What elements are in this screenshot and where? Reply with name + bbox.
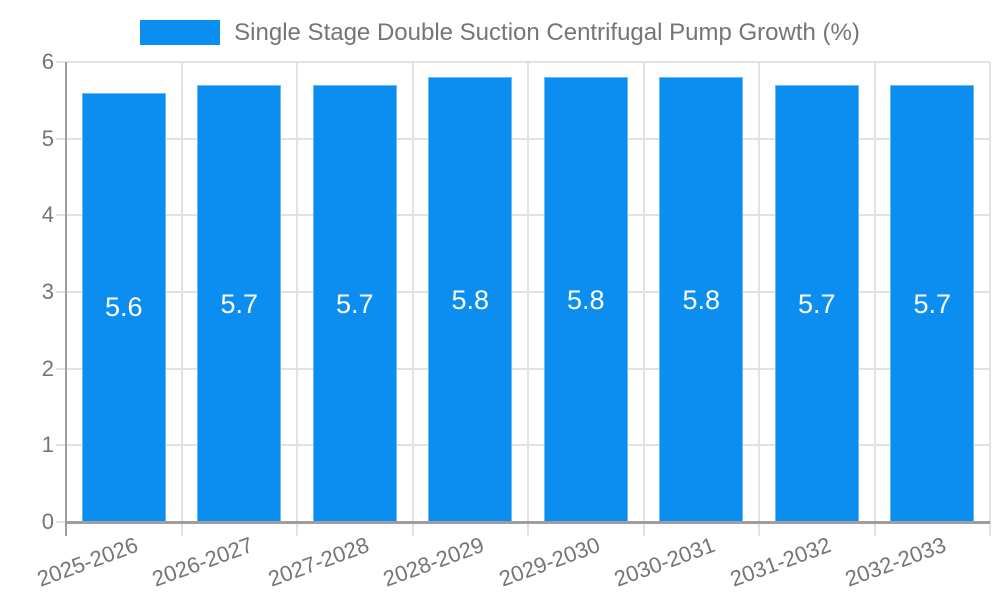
bar[interactable]: 5.7 [197, 85, 282, 522]
bar-value-label: 5.7 [913, 288, 952, 319]
x-axis-line [66, 521, 990, 524]
legend-label: Single Stage Double Suction Centrifugal … [234, 18, 860, 46]
bar[interactable]: 5.6 [81, 92, 166, 522]
y-tick-label: 1 [41, 432, 54, 458]
y-gridline [56, 214, 990, 217]
y-gridline [56, 61, 990, 63]
bar-value-label: 5.7 [220, 288, 259, 319]
x-tick-label: 2030-2031 [611, 532, 719, 592]
y-tick-label: 2 [41, 355, 54, 381]
legend[interactable]: Single Stage Double Suction Centrifugal … [0, 14, 1000, 50]
bar[interactable]: 5.8 [543, 77, 628, 522]
legend-swatch-icon [140, 19, 221, 45]
x-gridline [296, 62, 298, 536]
x-gridline [180, 62, 183, 536]
x-tick-label: 2027-2028 [264, 532, 372, 592]
bar[interactable]: 5.7 [890, 85, 975, 522]
bar[interactable]: 5.7 [774, 85, 859, 522]
bar-value-label: 5.6 [104, 292, 143, 323]
bar[interactable]: 5.7 [312, 85, 397, 522]
x-gridline [411, 62, 414, 536]
x-gridline [989, 62, 991, 536]
x-tick-label: 2029-2030 [495, 532, 603, 592]
bar-value-label: 5.7 [797, 288, 836, 319]
y-tick-label: 4 [41, 202, 54, 228]
y-gridline [56, 367, 990, 370]
y-tick-label: 5 [41, 125, 54, 151]
y-gridline [56, 291, 990, 293]
x-gridline [527, 62, 529, 536]
x-gridline [758, 62, 760, 536]
y-gridline [56, 444, 990, 447]
x-gridline [642, 62, 645, 536]
y-tick-label: 3 [41, 279, 54, 304]
y-gridline [56, 137, 990, 140]
x-gridline [873, 62, 876, 536]
bar-value-label: 5.8 [682, 284, 721, 315]
x-tick-label: 2025-2026 [33, 532, 141, 592]
x-tick-label: 2028-2029 [380, 532, 488, 592]
x-tick-label: 2032-2033 [842, 532, 950, 592]
bar-value-label: 5.8 [566, 284, 605, 315]
bar[interactable]: 5.8 [428, 77, 513, 522]
bar-value-label: 5.7 [335, 288, 374, 319]
y-axis-line [65, 62, 67, 536]
bar[interactable]: 5.8 [659, 77, 744, 522]
x-tick-label: 2031-2032 [726, 532, 834, 592]
y-tick-label: 0 [41, 509, 54, 534]
bar-value-label: 5.8 [451, 284, 490, 315]
y-tick-label: 6 [41, 49, 54, 74]
x-tick-label: 2026-2027 [149, 532, 257, 592]
plot-area: 5.6 5.7 5.7 5.8 5.8 5.8 5.7 5.7 [56, 61, 991, 536]
